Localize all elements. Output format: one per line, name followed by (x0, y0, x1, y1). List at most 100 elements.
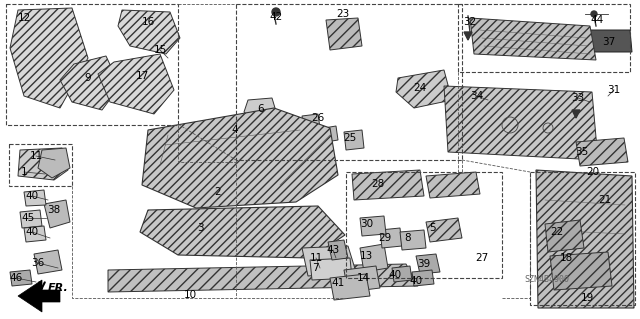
Text: 31: 31 (607, 85, 621, 95)
Polygon shape (140, 206, 345, 258)
Polygon shape (34, 250, 62, 274)
Polygon shape (400, 230, 426, 250)
Text: 44: 44 (590, 15, 604, 25)
Polygon shape (244, 98, 278, 122)
Polygon shape (10, 8, 88, 108)
Text: 15: 15 (154, 45, 166, 55)
Text: 1: 1 (20, 167, 28, 177)
Polygon shape (10, 270, 32, 286)
Polygon shape (38, 148, 70, 178)
Text: 43: 43 (326, 245, 340, 255)
Bar (458, 4, 630, 72)
Text: 42: 42 (269, 12, 283, 22)
Bar (346, 172, 502, 278)
Polygon shape (545, 220, 584, 252)
Text: 45: 45 (21, 213, 35, 223)
Polygon shape (330, 274, 370, 300)
Bar (236, 4, 462, 160)
Text: 14: 14 (356, 273, 370, 283)
Text: 24: 24 (413, 83, 427, 93)
Polygon shape (142, 108, 338, 208)
Text: 6: 6 (258, 104, 264, 114)
Polygon shape (44, 200, 70, 228)
Text: 22: 22 (550, 227, 564, 237)
Polygon shape (426, 172, 480, 198)
Polygon shape (536, 170, 634, 308)
Text: 7: 7 (312, 263, 318, 273)
Text: 40: 40 (388, 270, 401, 280)
Text: 10: 10 (184, 290, 196, 300)
Text: 46: 46 (10, 273, 22, 283)
Text: 27: 27 (476, 253, 488, 263)
Circle shape (272, 8, 280, 16)
Text: 12: 12 (17, 13, 31, 23)
Text: FR.: FR. (48, 283, 68, 293)
Polygon shape (572, 110, 580, 118)
Text: 36: 36 (31, 258, 45, 268)
Text: 29: 29 (378, 233, 392, 243)
Text: 11: 11 (29, 151, 43, 161)
Text: 17: 17 (136, 71, 148, 81)
Polygon shape (444, 86, 598, 160)
Text: 40: 40 (410, 276, 422, 286)
Text: 23: 23 (337, 9, 349, 19)
Text: SZN4B4900: SZN4B4900 (524, 275, 569, 284)
Text: 40: 40 (26, 227, 38, 237)
Polygon shape (24, 226, 46, 242)
Polygon shape (60, 56, 120, 110)
Text: 9: 9 (84, 73, 92, 83)
Text: 28: 28 (371, 179, 385, 189)
Polygon shape (20, 210, 42, 228)
Text: 2: 2 (214, 187, 221, 197)
Text: 32: 32 (463, 17, 477, 27)
Polygon shape (324, 126, 338, 142)
Bar (6, 4, 178, 125)
Polygon shape (576, 138, 628, 166)
Polygon shape (98, 54, 174, 114)
Polygon shape (108, 264, 418, 292)
Polygon shape (310, 258, 352, 280)
Text: 30: 30 (360, 219, 374, 229)
Polygon shape (118, 10, 180, 54)
Polygon shape (302, 246, 356, 276)
Text: 41: 41 (332, 278, 344, 288)
Text: 38: 38 (47, 205, 61, 215)
Polygon shape (360, 216, 386, 236)
Polygon shape (550, 252, 612, 290)
Text: 11: 11 (309, 253, 323, 263)
Polygon shape (302, 114, 320, 130)
Bar (9, 144, 72, 186)
Text: 20: 20 (586, 167, 600, 177)
Polygon shape (396, 70, 452, 108)
Polygon shape (326, 18, 362, 50)
Circle shape (591, 11, 597, 17)
Text: 39: 39 (417, 259, 431, 269)
Polygon shape (380, 228, 402, 248)
Text: 19: 19 (580, 293, 594, 303)
Polygon shape (412, 270, 434, 286)
Polygon shape (352, 170, 424, 200)
Polygon shape (18, 280, 60, 312)
Text: 3: 3 (196, 223, 204, 233)
Text: 21: 21 (598, 195, 612, 205)
Polygon shape (224, 114, 264, 146)
Text: 18: 18 (559, 253, 573, 263)
Polygon shape (464, 32, 472, 40)
Text: 25: 25 (344, 133, 356, 143)
Text: 8: 8 (404, 233, 412, 243)
Text: 35: 35 (575, 147, 589, 157)
Polygon shape (392, 266, 412, 282)
Polygon shape (344, 266, 380, 292)
Polygon shape (24, 190, 46, 206)
Polygon shape (328, 240, 348, 260)
Bar (530, 172, 635, 305)
Text: 5: 5 (429, 223, 435, 233)
Text: 34: 34 (470, 91, 484, 101)
Polygon shape (426, 218, 462, 242)
Text: 26: 26 (312, 113, 324, 123)
Text: 16: 16 (141, 17, 155, 27)
Text: 13: 13 (360, 251, 372, 261)
Text: 4: 4 (232, 125, 238, 135)
Text: 40: 40 (26, 191, 38, 201)
Polygon shape (590, 30, 632, 52)
